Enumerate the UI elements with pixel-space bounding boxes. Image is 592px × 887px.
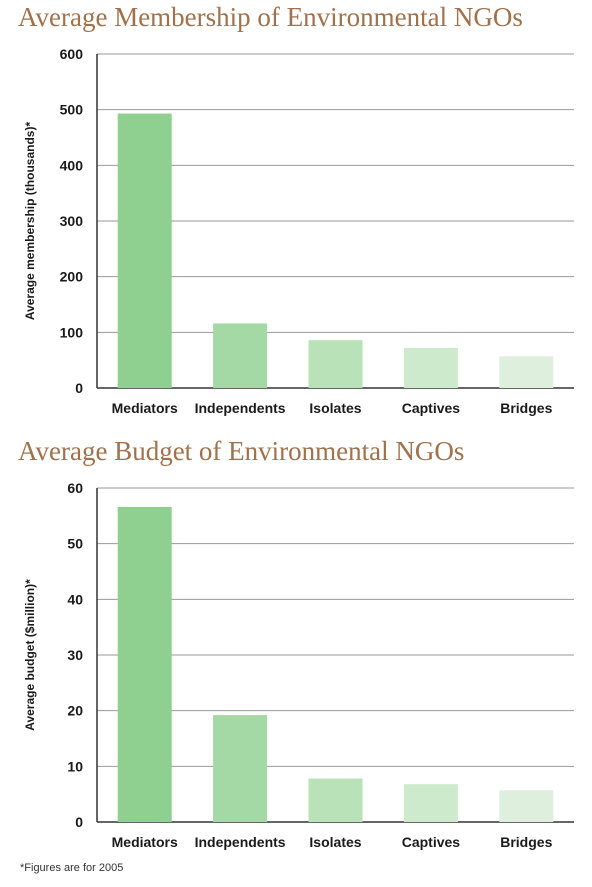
bar (117, 506, 172, 822)
x-tick-label: Captives (402, 400, 461, 416)
y-tick-label: 20 (67, 703, 83, 719)
x-tick-label: Isolates (309, 400, 361, 416)
y-tick-label: 600 (60, 46, 84, 62)
y-tick-label: 30 (67, 647, 83, 663)
x-tick-label: Captives (402, 834, 461, 850)
x-tick-label: Independents (195, 834, 286, 850)
y-tick-label: 300 (60, 213, 84, 229)
membership-chart-title: Average Membership of Environmental NGOs (18, 2, 523, 32)
y-tick-label: 50 (67, 536, 83, 552)
bar (213, 715, 268, 822)
membership-chart: 0 100 200 300 400 500 600 Mediators Independents… (23, 46, 574, 416)
bar (308, 340, 363, 388)
y-tick-label: 40 (67, 591, 83, 607)
bar (213, 323, 268, 388)
footnote: *Figures are for 2005 (20, 862, 124, 874)
x-tick-label: Isolates (309, 834, 361, 850)
bar (308, 778, 363, 822)
y-axis-label: Average membership (thousands)* (23, 122, 37, 321)
x-tick-label: Mediators (112, 834, 178, 850)
bar (499, 790, 554, 822)
x-tick-label: Bridges (500, 400, 552, 416)
y-tick-label: 60 (67, 480, 83, 496)
y-tick-label: 0 (75, 380, 83, 396)
bar (499, 356, 554, 388)
budget-chart-title: Average Budget of Environmental NGOs (18, 436, 465, 466)
y-axis-label: Average budget ($million)* (23, 579, 37, 731)
bar (117, 113, 172, 389)
y-tick-label: 100 (60, 324, 84, 340)
y-tick-label: 500 (60, 102, 84, 118)
x-tick-label: Bridges (500, 834, 552, 850)
x-tick-label: Mediators (112, 400, 178, 416)
x-tick-label: Independents (195, 400, 286, 416)
y-tick-label: 10 (67, 758, 83, 774)
y-tick-label: 200 (60, 269, 84, 285)
bar (403, 784, 458, 822)
y-tick-label: 400 (60, 157, 84, 173)
bar (403, 347, 458, 388)
y-tick-label: 0 (75, 814, 83, 830)
